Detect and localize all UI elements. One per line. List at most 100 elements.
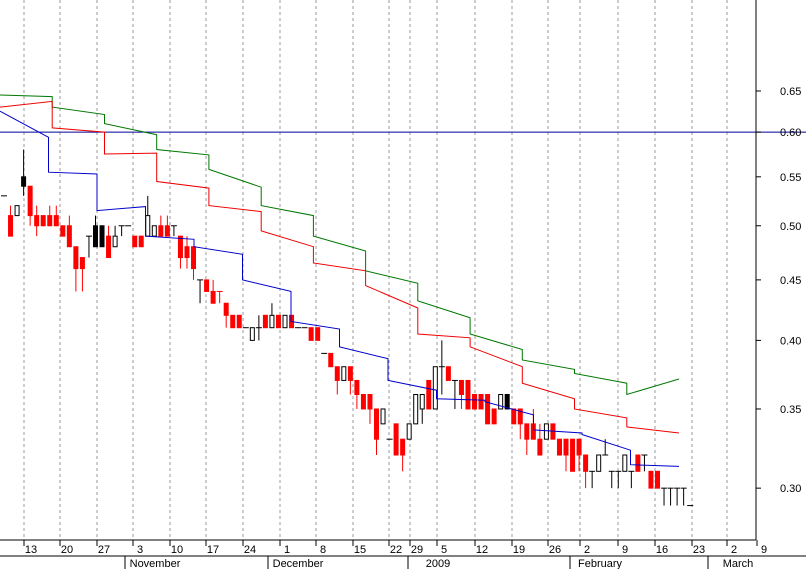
candle — [622, 454, 628, 472]
candle — [576, 438, 582, 472]
candle-body — [106, 235, 112, 259]
x-tick-label: 1 — [284, 544, 290, 556]
x-tick-label: 22 — [390, 544, 402, 556]
candle — [85, 235, 92, 258]
candle-body — [635, 454, 641, 472]
candle — [451, 379, 458, 409]
candle — [472, 394, 478, 410]
candle-body — [262, 314, 268, 329]
candle-body — [419, 394, 425, 410]
x-tick-label: 8 — [320, 544, 326, 556]
candle — [53, 205, 59, 227]
candle — [680, 487, 687, 506]
candle — [465, 379, 471, 410]
x-tick-label: 19 — [513, 544, 525, 556]
candle — [308, 327, 314, 341]
candle — [216, 290, 223, 304]
candle — [66, 215, 72, 248]
candle-body — [66, 225, 72, 248]
candle-body — [373, 408, 379, 440]
candle — [223, 302, 229, 328]
candle-body — [21, 176, 27, 187]
candle — [158, 215, 164, 237]
candle — [236, 314, 242, 329]
candle-body — [164, 225, 170, 237]
month-label: February — [578, 558, 623, 569]
month-label: December — [273, 558, 324, 569]
x-tick-label: 2 — [731, 544, 737, 556]
candle — [419, 394, 425, 424]
x-tick-label: 23 — [693, 544, 705, 556]
candle-body — [576, 438, 582, 456]
x-tick-label: 15 — [354, 544, 366, 556]
candle — [164, 215, 170, 237]
candle-body — [445, 366, 451, 381]
candle-body — [556, 438, 562, 456]
candle-body — [393, 423, 399, 456]
x-tick-label: 2 — [584, 544, 590, 556]
y-tick-label: 0.35 — [780, 404, 801, 416]
candle — [138, 235, 144, 248]
candle — [204, 279, 210, 292]
candle — [47, 205, 53, 227]
candle-body — [145, 215, 151, 237]
candle — [354, 379, 360, 409]
candle-body — [517, 408, 523, 425]
candle-body — [655, 470, 660, 489]
candle-body — [53, 215, 59, 227]
x-tick-label: 9 — [622, 544, 628, 556]
candle-body — [498, 394, 504, 410]
candle — [524, 423, 530, 455]
candle — [269, 303, 275, 329]
x-tick-label: 26 — [549, 544, 561, 556]
candle — [27, 185, 33, 226]
candle — [275, 314, 281, 329]
candle-body — [308, 327, 314, 341]
x-tick-label: 16 — [656, 544, 668, 556]
candle — [106, 225, 112, 259]
x-tick-label: 5 — [441, 544, 447, 556]
candle-body — [341, 366, 347, 381]
candle — [583, 454, 589, 489]
candle — [517, 408, 523, 440]
candle — [341, 366, 347, 381]
candle-body — [184, 246, 190, 259]
x-tick-label: 12 — [476, 544, 488, 556]
candle-body — [40, 215, 46, 227]
candle-body — [400, 438, 406, 456]
y-tick-label: 0.65 — [780, 86, 801, 98]
x-tick-label: 29 — [411, 544, 423, 556]
candle — [92, 215, 98, 248]
candle-body — [432, 366, 438, 410]
candle — [73, 246, 79, 292]
candle-body — [132, 235, 138, 248]
candle — [197, 279, 204, 304]
candle — [334, 366, 340, 395]
x-tick-label: 24 — [244, 544, 256, 556]
candle-body — [282, 314, 288, 329]
candle — [60, 225, 66, 237]
candle-body — [112, 235, 118, 248]
candle — [184, 236, 190, 269]
candle-body — [465, 379, 471, 410]
candle-body — [14, 205, 20, 217]
candle — [34, 205, 40, 237]
candle-body — [210, 290, 216, 304]
candle — [445, 366, 451, 381]
x-tick-label: 3 — [137, 544, 143, 556]
candle-body — [413, 394, 419, 425]
vertical-gridlines — [23, 0, 728, 540]
candle — [674, 487, 681, 506]
candle — [132, 235, 138, 248]
candle — [641, 454, 648, 472]
candle — [367, 394, 373, 424]
candle — [655, 470, 660, 489]
candle — [667, 487, 674, 506]
candle-body — [367, 394, 373, 410]
candle-body — [79, 257, 85, 270]
candle — [432, 366, 438, 410]
candle-body — [360, 394, 366, 410]
